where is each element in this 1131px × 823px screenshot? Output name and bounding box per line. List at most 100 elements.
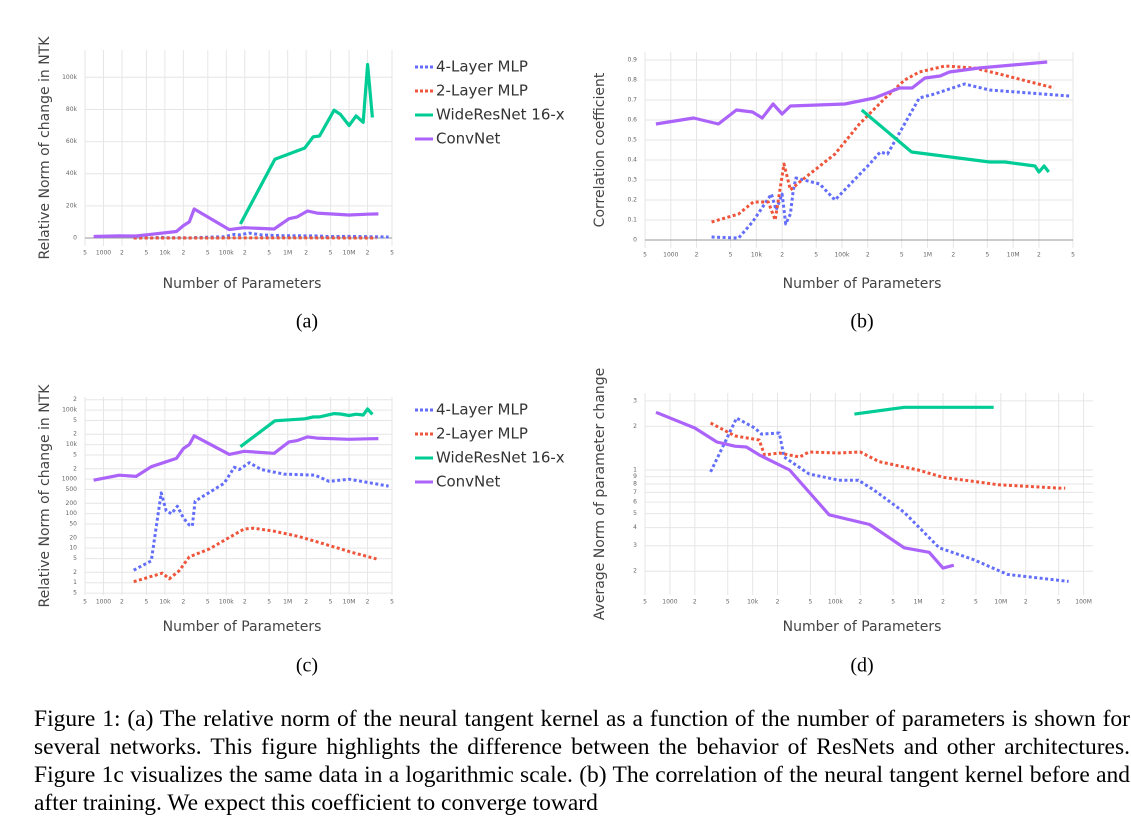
series-line: [854, 405, 994, 416]
y-tick-label: 100k: [62, 407, 77, 414]
legend-entry: 4-Layer MLP: [436, 58, 528, 76]
x-tick-label: 2: [120, 250, 124, 257]
y-tick-label: 40k: [66, 170, 78, 177]
y-tick-label: 5: [73, 590, 77, 597]
series-line: [860, 108, 1050, 174]
subfigure-label: (c): [296, 655, 318, 677]
y-tick-label: 6: [633, 499, 637, 506]
y-tick-label: 0: [73, 234, 77, 241]
y-tick-label: 50: [69, 521, 77, 528]
x-axis-label: Number of Parameters: [163, 276, 322, 292]
y-tick-label: 1000: [62, 476, 77, 483]
y-tick-label: 0.3: [627, 177, 637, 184]
y-tick-label: 7: [633, 489, 637, 496]
x-tick-label: 100k: [219, 599, 234, 606]
series-line: [711, 82, 1070, 240]
x-tick-label: 2: [1024, 599, 1028, 606]
x-tick-label: 2: [181, 250, 185, 257]
series-line: [133, 526, 377, 584]
y-tick-label: 200: [66, 500, 78, 507]
x-tick-label: 5: [643, 599, 647, 606]
x-tick-label: 100k: [828, 599, 843, 606]
y-tick-label: 5: [73, 555, 77, 562]
y-tick-label: 100k: [62, 74, 77, 81]
x-tick-label: 1M: [283, 250, 292, 257]
x-axis-label: Number of Parameters: [783, 276, 942, 292]
x-tick-label: 1M: [923, 252, 932, 259]
y-axis-label: Correlation coefficient: [592, 72, 608, 227]
x-tick-label: 2: [181, 599, 185, 606]
series-line: [93, 434, 379, 482]
y-tick-label: 2: [633, 568, 637, 575]
legend-entry: WideResNet 16-x: [436, 106, 565, 124]
series-line: [709, 421, 1066, 490]
x-tick-label: 5: [329, 250, 333, 257]
x-tick-label: 5: [390, 250, 394, 257]
y-tick-label: 0.5: [627, 137, 637, 144]
x-tick-label: 2: [866, 252, 870, 259]
y-tick-label: 5: [73, 452, 77, 459]
y-tick-label: 0.9: [627, 57, 637, 64]
y-tick-label: 100: [66, 510, 78, 517]
x-tick-label: 2: [693, 599, 697, 606]
x-axis-label: Number of Parameters: [783, 619, 942, 635]
x-tick-label: 5: [1057, 599, 1061, 606]
x-tick-label: 2: [776, 599, 780, 606]
x-tick-label: 5: [900, 252, 904, 259]
series-line: [655, 410, 955, 570]
x-tick-label: 1000: [662, 599, 677, 606]
x-tick-label: 2: [780, 252, 784, 259]
y-tick-label: 3: [633, 542, 637, 549]
y-tick-label: 20: [69, 534, 77, 541]
x-tick-label: 5: [329, 599, 333, 606]
x-tick-label: 2: [858, 599, 862, 606]
x-tick-label: 10k: [159, 250, 171, 257]
x-tick-label: 2: [366, 250, 370, 257]
x-tick-label: 5: [809, 599, 813, 606]
y-tick-label: 0.1: [627, 217, 637, 224]
subfigure-label: (a): [296, 311, 318, 333]
y-tick-label: 10k: [66, 441, 78, 448]
series-line: [239, 407, 374, 448]
y-tick-label: 1: [73, 579, 77, 586]
x-tick-label: 10k: [751, 252, 763, 259]
legend-entry: 2-Layer MLP: [436, 82, 528, 100]
y-tick-label: 0: [633, 237, 637, 244]
series-line: [238, 62, 374, 225]
y-tick-label: 2: [73, 569, 77, 576]
x-tick-label: 1000: [96, 250, 111, 257]
x-tick-label: 5: [729, 252, 733, 259]
x-tick-label: 5: [267, 599, 271, 606]
x-tick-label: 10M: [1007, 252, 1020, 259]
x-tick-label: 5: [814, 252, 818, 259]
x-tick-label: 2: [366, 599, 370, 606]
figure: 5 1000 2 5 10k 2 5 100k 2 5 1M 2 5 10M 2 5020k40k60k80k…: [37, 36, 1093, 677]
y-tick-label: 2: [73, 431, 77, 438]
x-tick-label: 2: [695, 252, 699, 259]
x-tick-label: 2: [120, 599, 124, 606]
subfigure-label: (b): [850, 311, 873, 333]
y-axis-label: Relative Norm of change in NTK: [37, 36, 53, 260]
y-axis-label: Average Norm of parameter change: [592, 368, 608, 620]
x-tick-label: 5: [144, 599, 148, 606]
x-tick-label: 10k: [159, 599, 171, 606]
y-tick-label: 0.7: [627, 97, 637, 104]
y-tick-label: 5: [633, 510, 637, 517]
x-tick-label: 100k: [219, 250, 234, 257]
x-tick-label: 5: [83, 250, 87, 257]
y-tick-label: 5: [73, 417, 77, 424]
y-axis-label: Relative Norm of change in NTK: [37, 384, 53, 608]
x-tick-label: 5: [1071, 252, 1075, 259]
x-tick-label: 5: [206, 599, 210, 606]
x-tick-label: 10k: [747, 599, 759, 606]
y-tick-label: 2: [73, 465, 77, 472]
x-tick-label: 5: [726, 599, 730, 606]
y-tick-label: 0.4: [627, 157, 637, 164]
x-tick-label: 2: [304, 250, 308, 257]
x-tick-label: 5: [643, 252, 647, 259]
y-tick-label: 80k: [66, 106, 78, 113]
legend-entry: ConvNet: [436, 130, 500, 148]
legend-entry: 4-Layer MLP: [436, 401, 528, 419]
y-tick-label: 20k: [66, 202, 78, 209]
